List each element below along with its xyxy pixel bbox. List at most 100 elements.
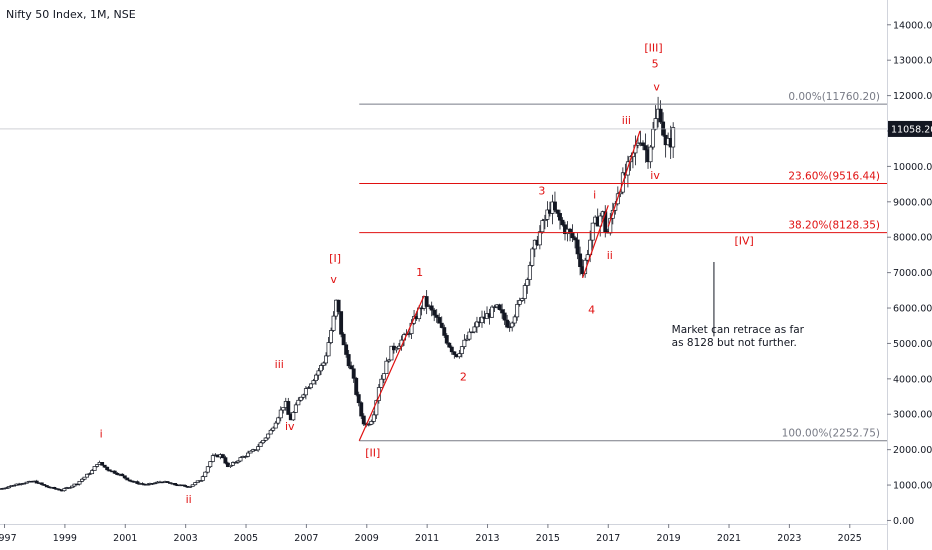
- candle-body: [203, 471, 208, 478]
- candle-body: [303, 388, 308, 396]
- candle-body: [69, 485, 74, 488]
- y-tick-label: 8000.00: [893, 233, 932, 244]
- chart-title: Nifty 50 Index, 1M, NSE: [6, 8, 136, 21]
- wave-label: iv: [285, 420, 295, 433]
- candle-body: [636, 142, 640, 146]
- candle-body: [42, 484, 47, 486]
- y-tick-label: 3000.00: [893, 410, 932, 421]
- candle-body: [437, 317, 442, 324]
- candle-body: [490, 306, 495, 318]
- candle-body: [542, 219, 547, 221]
- candle-body: [434, 314, 439, 318]
- candle-body: [492, 306, 497, 309]
- candle-body: [238, 457, 243, 462]
- candle-body: [359, 402, 364, 417]
- candle-body: [552, 201, 557, 211]
- candle-body: [442, 327, 447, 336]
- candle-body: [135, 481, 140, 484]
- candle-body: [537, 231, 542, 246]
- candle-body: [588, 239, 593, 256]
- candle-body: [105, 466, 110, 471]
- candle-body: [336, 299, 341, 312]
- annotation-text: as 8128 but not further.: [672, 337, 797, 349]
- candle-body: [366, 423, 371, 426]
- y-tick-label: 10000.00: [893, 162, 932, 173]
- candle-body: [208, 461, 213, 468]
- candle-body: [22, 482, 27, 485]
- x-tick-label: 2019: [657, 533, 681, 544]
- wave-label: v: [653, 80, 660, 93]
- candle-body: [653, 118, 658, 130]
- candle-body: [658, 108, 663, 123]
- candle-body: [80, 478, 84, 482]
- candle-body: [271, 427, 276, 431]
- candle-body: [34, 480, 39, 484]
- candle-body: [39, 482, 44, 485]
- candle-body: [452, 351, 457, 355]
- candle-body: [339, 311, 344, 335]
- candle-body: [273, 422, 278, 429]
- y-tick-label: 12000.00: [893, 91, 932, 102]
- candle-body: [361, 415, 366, 425]
- y-axis: 0.00 1000.00 2000.00 3000.00 4000.00 5000.00 6…: [0, 20, 932, 527]
- x-axis: 1997 1999 2001 2003 2005 2007 2009 2011 2013 2015…: [0, 524, 862, 544]
- candle-body: [44, 485, 49, 488]
- candle-body: [67, 487, 72, 489]
- candle-body: [344, 344, 349, 355]
- wave-label: [III]: [644, 41, 662, 54]
- candle-body: [527, 265, 532, 280]
- candle-body: [651, 128, 656, 148]
- annotation-text: Market can retrace as far: [672, 324, 805, 336]
- candle-body: [603, 211, 608, 233]
- candle-body: [381, 373, 386, 380]
- fib-level-label: 0.00%(11760.20): [788, 91, 880, 103]
- wave-label: i: [593, 188, 596, 201]
- candle-body: [220, 454, 225, 459]
- candle-body: [540, 220, 545, 233]
- candle-body: [497, 304, 502, 310]
- candle-body: [374, 400, 379, 416]
- candle-body: [326, 342, 331, 357]
- candle-body: [447, 342, 452, 348]
- candle-body: [75, 483, 79, 486]
- wave-label: ii: [607, 249, 613, 262]
- candle-body: [125, 477, 130, 481]
- fib-level-label: 100.00%(2252.75): [782, 428, 880, 440]
- candle-body: [429, 305, 434, 311]
- candle-body: [480, 316, 484, 324]
- x-tick-label: 2023: [777, 533, 801, 544]
- candles-layer: [0, 96, 676, 492]
- candle-body: [296, 399, 301, 406]
- candle-body: [354, 377, 359, 395]
- candle-body: [449, 346, 454, 353]
- candle-body: [314, 374, 318, 381]
- wave-label: 2: [460, 371, 467, 384]
- candle-body: [225, 462, 230, 468]
- candle-body: [379, 378, 384, 388]
- y-tick-label: 5000.00: [893, 339, 932, 350]
- wave-line: [607, 130, 641, 227]
- candle-body: [112, 470, 117, 474]
- candle-body: [286, 401, 291, 415]
- candle-body: [457, 353, 462, 358]
- candle-body: [298, 396, 303, 401]
- x-tick-label: 2015: [536, 533, 560, 544]
- candle-body: [386, 359, 391, 362]
- candle-body: [412, 316, 417, 324]
- candle-body: [236, 460, 240, 463]
- candle-body: [369, 421, 374, 425]
- candle-body: [349, 365, 354, 370]
- candle-body: [291, 412, 296, 421]
- candle-body: [95, 464, 100, 467]
- candle-body: [145, 484, 150, 486]
- candle-body: [256, 446, 261, 451]
- candle-body: [246, 452, 250, 457]
- candle-body: [500, 309, 505, 314]
- last-price-badge: [888, 120, 932, 137]
- wave-label: [IV]: [734, 234, 753, 247]
- candle-body: [82, 476, 87, 480]
- wave-label: 5: [652, 57, 659, 70]
- candle-body: [530, 248, 535, 266]
- candle-body: [459, 346, 464, 354]
- candle-body: [522, 285, 527, 299]
